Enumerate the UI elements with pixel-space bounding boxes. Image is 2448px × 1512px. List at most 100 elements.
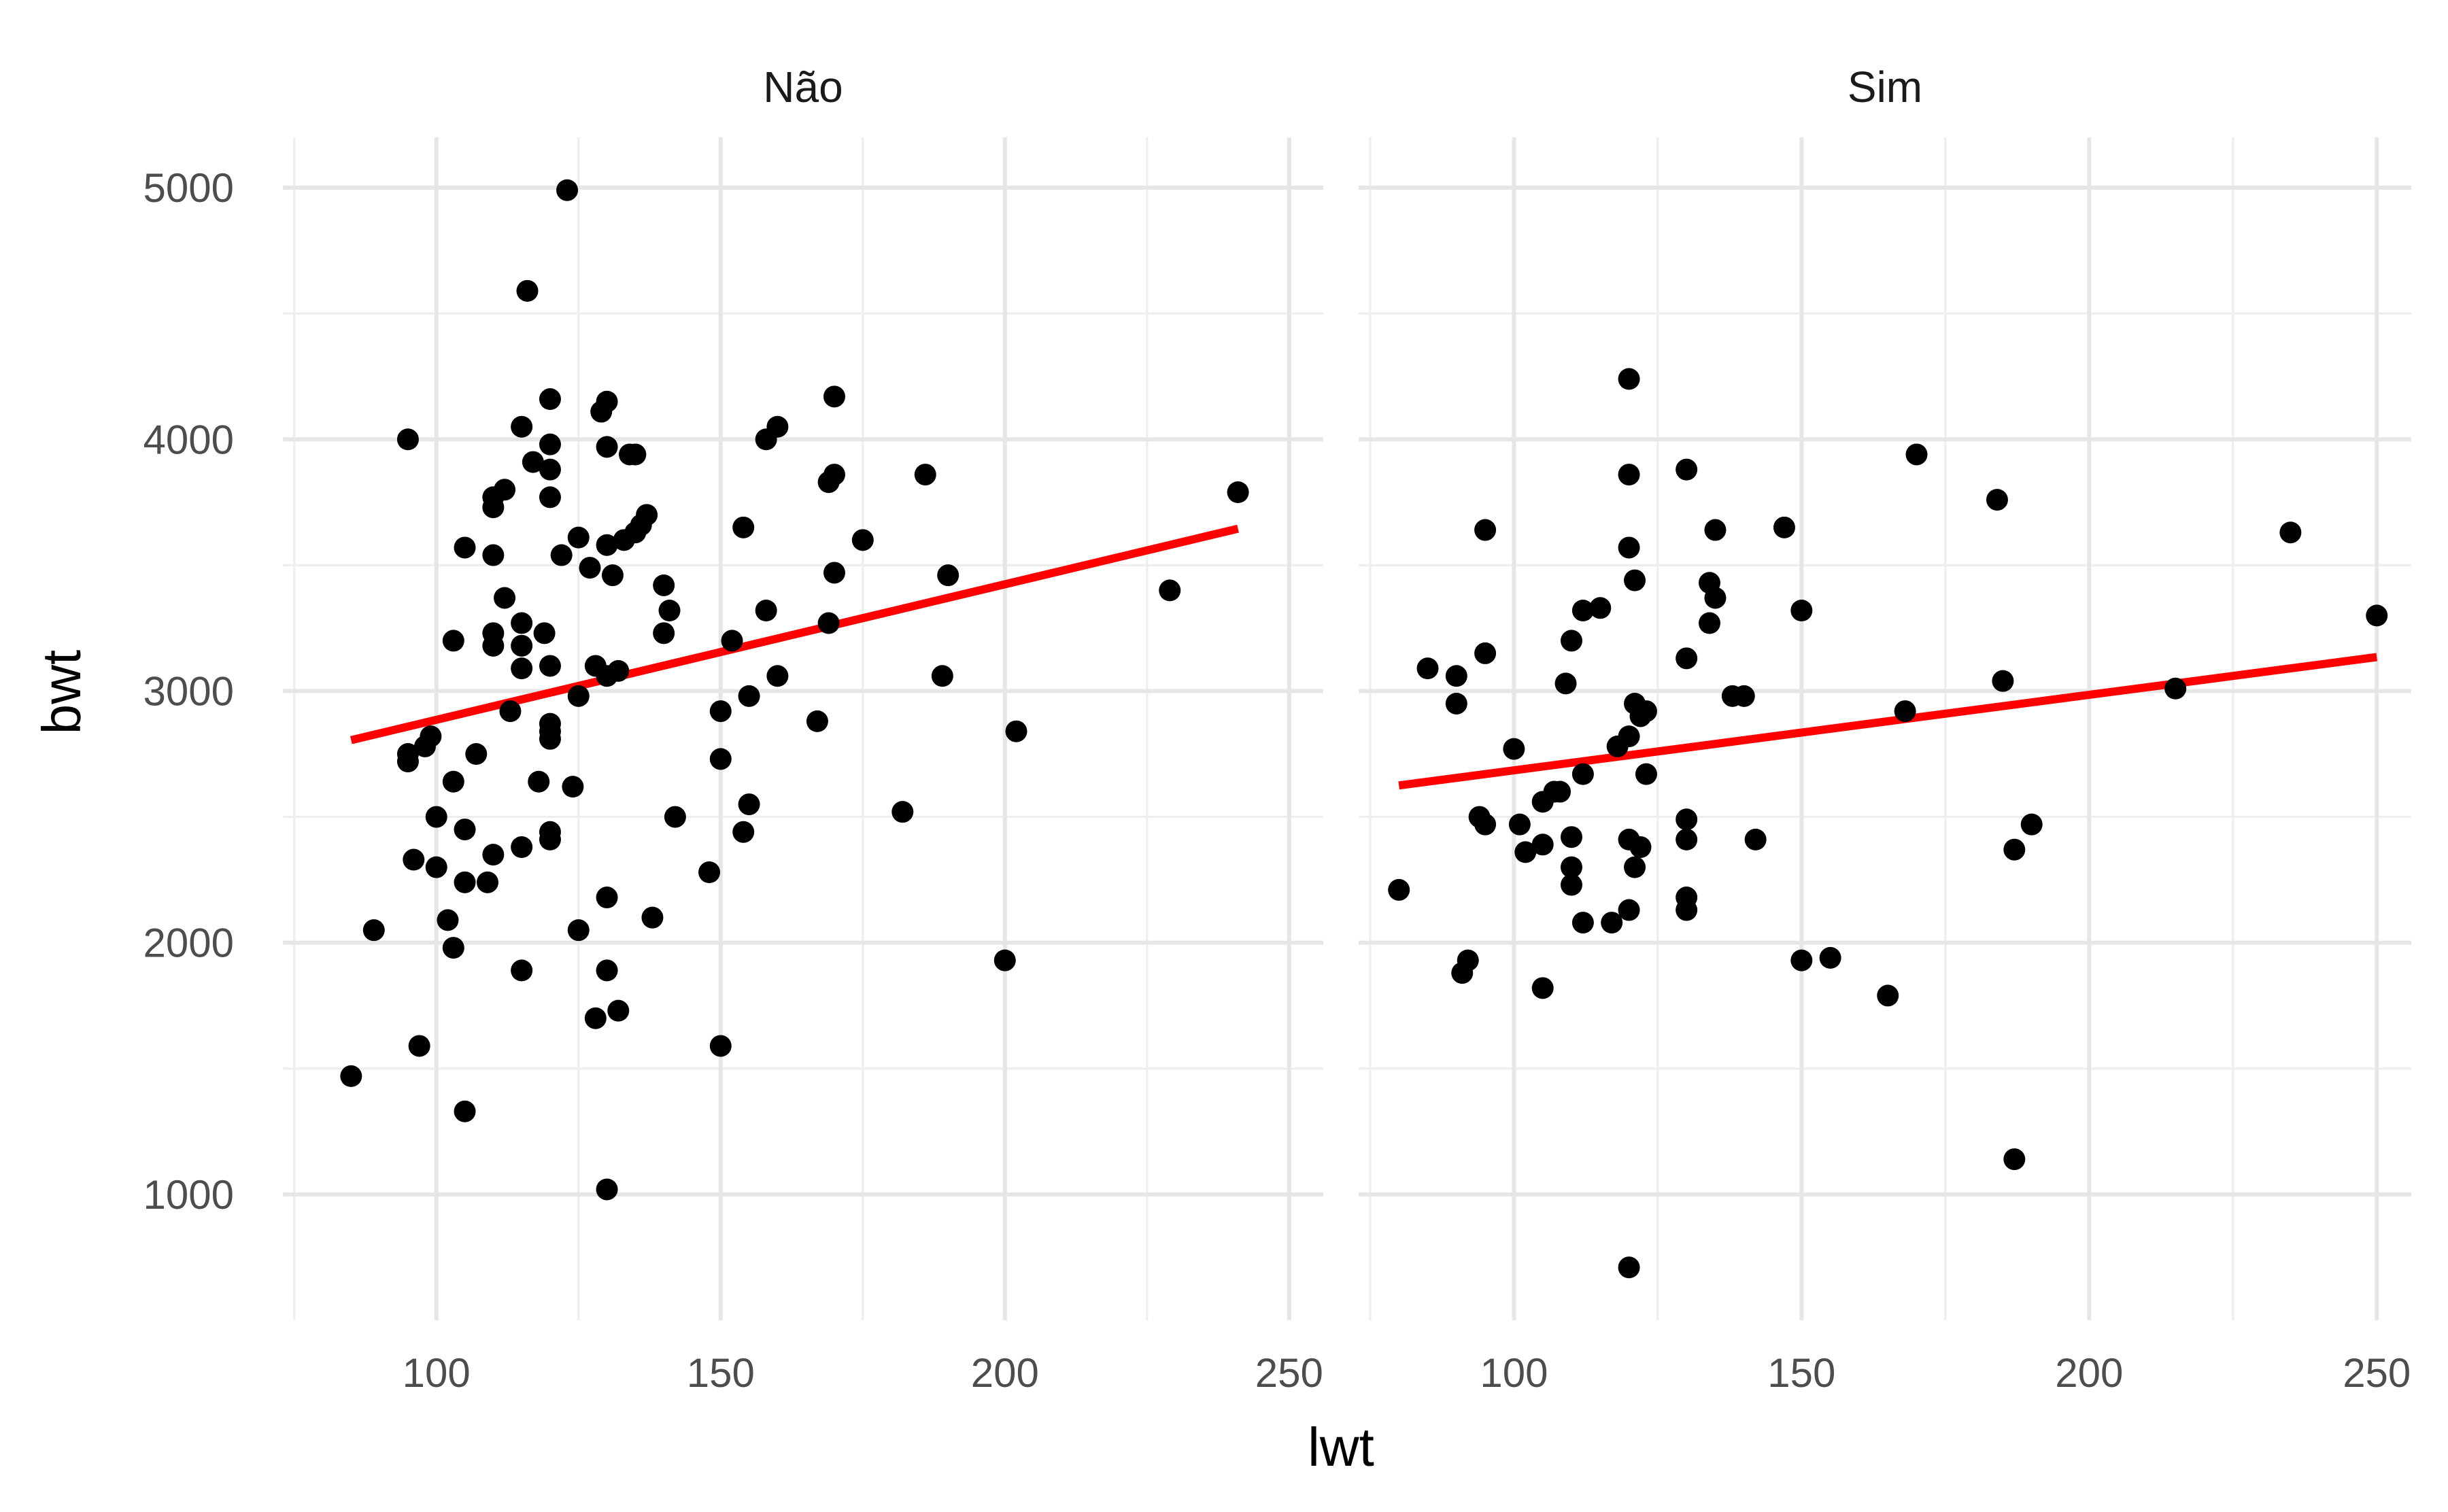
data-point [494, 479, 516, 501]
data-point [891, 801, 914, 823]
data-point [539, 727, 561, 750]
data-point [596, 534, 618, 556]
data-point [562, 776, 584, 798]
data-point [596, 436, 618, 458]
data-point [596, 390, 618, 413]
data-point [1159, 579, 1181, 602]
data-point [408, 1035, 430, 1057]
data-point [1894, 700, 1916, 723]
data-point [556, 179, 579, 201]
data-point [437, 909, 459, 931]
data-point [1508, 813, 1531, 836]
data-point [539, 433, 561, 456]
y-tick-label: 5000 [143, 165, 234, 211]
data-point [1618, 725, 1640, 748]
data-point [1531, 977, 1554, 999]
data-point [482, 496, 505, 519]
data-point [1514, 841, 1537, 863]
data-point [1560, 630, 1582, 652]
data-point [1676, 808, 1698, 831]
data-point [511, 959, 533, 982]
data-point [1790, 949, 1813, 972]
data-point [1699, 612, 1720, 634]
data-point [362, 919, 385, 942]
data-point [641, 906, 664, 929]
data-point [1773, 516, 1795, 538]
data-point [528, 770, 550, 793]
data-point [511, 415, 533, 438]
trend-line [350, 524, 1239, 744]
data-point [2003, 838, 2026, 861]
data-point [584, 1007, 607, 1029]
data-point [658, 600, 681, 621]
data-point [1624, 856, 1646, 878]
data-point [993, 949, 1016, 972]
data-point [823, 464, 845, 486]
data-point [709, 1035, 732, 1057]
data-point [476, 871, 498, 893]
data-point [931, 665, 953, 687]
data-point [1618, 368, 1640, 390]
data-point [1571, 912, 1594, 934]
data-point [1629, 836, 1652, 858]
data-point [806, 710, 828, 732]
data-point [1819, 946, 1841, 969]
data-point [454, 1100, 476, 1122]
data-point [396, 743, 419, 766]
data-point [607, 659, 630, 682]
data-point [1905, 443, 1928, 466]
data-point [1618, 536, 1640, 559]
panel-title: Não [763, 63, 843, 111]
y-axis-tick-labels: 1000 2000 3000 4000 5000 [143, 165, 234, 1218]
x-tick-label: 200 [971, 1350, 1039, 1396]
data-point [1744, 828, 1767, 850]
data-point [511, 836, 533, 858]
trend-line-group [1398, 653, 2378, 790]
data-point [420, 725, 442, 748]
data-point [442, 937, 464, 959]
data-point [601, 564, 624, 587]
data-point [511, 634, 533, 657]
panel-grid [283, 137, 1323, 1320]
data-point [653, 574, 675, 596]
data-point [1589, 597, 1612, 619]
data-point [539, 388, 561, 411]
data-point [442, 630, 464, 652]
data-point [1560, 874, 1582, 896]
data-point [1635, 700, 1657, 723]
data-point [1676, 647, 1698, 670]
points-group [1388, 368, 2388, 1279]
x-axis-title: lwt [1308, 1417, 1374, 1477]
data-point [1416, 657, 1439, 680]
data-point [817, 612, 840, 634]
data-point [698, 861, 721, 884]
data-point [567, 526, 590, 549]
data-point [539, 828, 561, 850]
data-point [636, 504, 658, 526]
data-point [1388, 878, 1410, 901]
x-tick-label: 100 [1480, 1350, 1548, 1396]
trend-line [1398, 653, 2378, 790]
data-point [396, 428, 419, 451]
data-point [1704, 587, 1727, 609]
data-point [539, 486, 561, 509]
data-point [1549, 780, 1571, 803]
data-point [766, 665, 789, 687]
data-point [539, 655, 561, 677]
data-point [454, 819, 476, 841]
data-point [425, 806, 447, 828]
data-point [624, 443, 647, 466]
data-point [1601, 912, 1623, 934]
data-point [1992, 670, 2014, 692]
data-point [1704, 519, 1727, 541]
x-tick-label: 250 [2343, 1350, 2411, 1396]
data-point [550, 544, 573, 566]
data-point [482, 634, 505, 657]
data-point [539, 458, 561, 481]
data-point [2164, 677, 2187, 700]
data-point [1560, 826, 1582, 848]
data-point [1474, 813, 1497, 836]
data-point [732, 821, 755, 843]
data-point [1618, 899, 1640, 921]
data-point [511, 657, 533, 680]
